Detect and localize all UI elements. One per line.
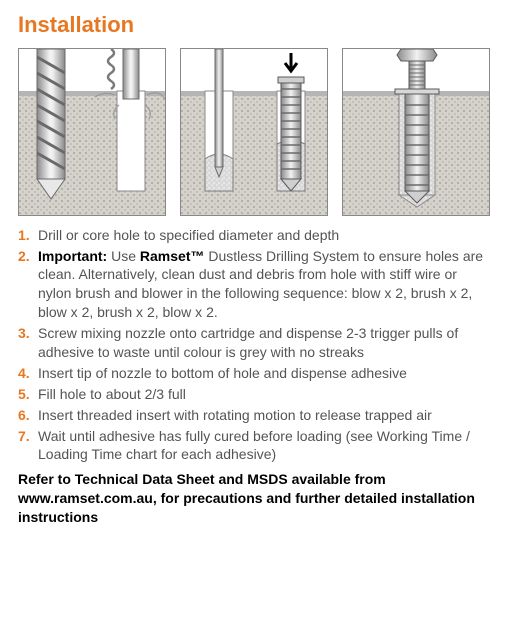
figure-installed xyxy=(342,48,490,216)
step-number: 2. xyxy=(18,247,38,266)
figure-row xyxy=(18,48,492,216)
step-number: 4. xyxy=(18,364,38,383)
step-text: Fill hole to about 2/3 full xyxy=(38,385,492,404)
footer-note: Refer to Technical Data Sheet and MSDS a… xyxy=(18,470,492,527)
step-number: 5. xyxy=(18,385,38,404)
figure-drill xyxy=(18,48,166,216)
figure-dispense xyxy=(180,48,328,216)
step-number: 7. xyxy=(18,427,38,446)
step-number: 3. xyxy=(18,324,38,343)
step-text: Insert tip of nozzle to bottom of hole a… xyxy=(38,364,492,383)
step-text: Drill or core hole to specified diameter… xyxy=(38,226,492,245)
step-number: 6. xyxy=(18,406,38,425)
step-text: Screw mixing nozzle onto cartridge and d… xyxy=(38,324,492,362)
step-item: 7.Wait until adhesive has fully cured be… xyxy=(18,427,492,465)
step-item: 6.Insert threaded insert with rotating m… xyxy=(18,406,492,425)
section-title: Installation xyxy=(18,10,492,40)
step-item: 5.Fill hole to about 2/3 full xyxy=(18,385,492,404)
step-item: 3.Screw mixing nozzle onto cartridge and… xyxy=(18,324,492,362)
step-text: Insert threaded insert with rotating mot… xyxy=(38,406,492,425)
steps-list: 1.Drill or core hole to specified diamet… xyxy=(18,226,492,465)
step-item: 1.Drill or core hole to specified diamet… xyxy=(18,226,492,245)
step-text: Important: Use Ramset™ Dustless Drilling… xyxy=(38,247,492,323)
step-item: 2.Important: Use Ramset™ Dustless Drilli… xyxy=(18,247,492,323)
step-number: 1. xyxy=(18,226,38,245)
step-text: Wait until adhesive has fully cured befo… xyxy=(38,427,492,465)
step-item: 4.Insert tip of nozzle to bottom of hole… xyxy=(18,364,492,383)
